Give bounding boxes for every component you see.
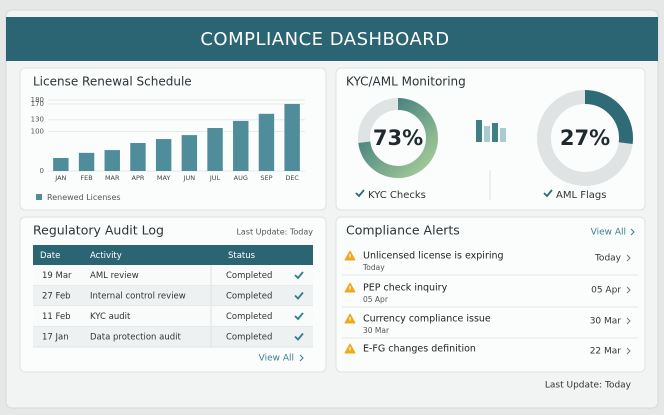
alert-title: Currency compliance issue [363,314,491,325]
card [335,216,646,373]
gauge-arc [537,90,633,186]
bar [155,139,172,171]
column-header: Date [40,251,60,261]
alert-subtitle: Today [362,263,385,272]
gauge-label: KYC Checks [368,190,426,201]
alert-subtitle: 30 Mar [363,326,390,335]
chevron [626,254,631,262]
view-all-link[interactable]: View All [259,354,294,364]
table-row [33,285,313,306]
checkmark [355,189,365,198]
x-tick-label: MAY [157,174,171,182]
checkmark [294,312,304,321]
x-tick-label: DEC [285,174,299,182]
chevron [626,286,631,294]
table-cell: 17 Jan [42,333,69,343]
x-tick-label: APR [132,174,145,182]
alert-date: 05 Apr [591,286,621,296]
y-tick-label: 130 [31,116,44,124]
chevron [626,317,631,325]
monitor-icon [476,120,506,142]
table-cell: Completed [226,271,272,281]
footer-update: Last Update: Today [545,381,632,391]
table-cell: Internal control review [90,292,186,302]
x-tick-label: JUL [209,174,221,182]
table-cell: Completed [226,292,272,302]
x-tick-label: SEP [260,174,272,182]
bar [130,142,146,171]
bar [233,120,249,171]
chevron [630,228,635,236]
header-title: COMPLIANCE DASHBOARD [200,29,449,50]
x-tick-label: MAR [105,174,120,182]
chart-title: License Renewal Schedule [33,75,192,89]
checkmark [543,189,553,198]
y-tick-label: 180 [31,96,44,104]
table-cell: 27 Feb [42,292,71,302]
table-row [33,326,313,347]
y-tick-label: 0 [40,167,44,175]
chevron [626,347,631,355]
bar [207,128,223,171]
gauge-arc [358,98,438,178]
x-tick-label: FEB [80,174,92,182]
table-cell: AML review [90,271,139,281]
table-cell: Data protection audit [90,333,181,343]
bar [284,103,300,171]
checkmark [294,332,304,341]
legend-swatch [36,194,42,200]
table-cell: Completed [226,312,272,322]
card [19,67,327,211]
column-header: Status [228,251,256,261]
alert-title: PEP check inquiry [363,283,448,294]
last-update: Last Update: Today [236,228,313,237]
y-tick-label: 170 [31,100,44,108]
view-all-link[interactable]: View All [591,228,626,238]
gauge-value: 27% [560,126,610,150]
bar [78,152,95,171]
x-tick-label: AUG [234,174,248,182]
section-title: KYC/AML Monitoring [346,75,466,89]
x-tick-label: JUN [183,174,196,182]
table-row [33,306,313,327]
checkmark [294,271,304,280]
x-tick-label: JAN [54,174,66,182]
table-cell: 19 Mar [42,271,72,281]
header-bar [6,17,658,61]
bar [104,150,120,171]
gauge-label: AML Flags [556,190,606,201]
table-cell: KYC audit [90,312,131,322]
legend-label: Renewed Licenses [47,193,121,202]
section-title: Compliance Alerts [346,223,460,238]
bar [258,113,275,171]
checkmark [294,291,304,300]
section-title: Regulatory Audit Log [33,223,164,238]
alert-date: 30 Mar [590,317,622,327]
alert-date: 22 Mar [590,347,622,357]
y-tick-label: 100 [31,128,44,136]
alert-subtitle: 05 Apr [363,295,389,304]
table-cell: Completed [226,333,272,343]
table-row [33,265,313,286]
gauge-value: 73% [373,126,423,150]
bar [53,157,69,171]
bar [181,135,198,171]
alert-title: E-FG changes definition [363,344,476,355]
column-header: Activity [90,251,122,261]
table-cell: 11 Feb [42,312,71,322]
chevron [299,354,304,362]
alert-title: Unlicensed license is expiring [363,251,504,262]
alert-date: Today [594,254,622,264]
table-header [33,245,313,265]
